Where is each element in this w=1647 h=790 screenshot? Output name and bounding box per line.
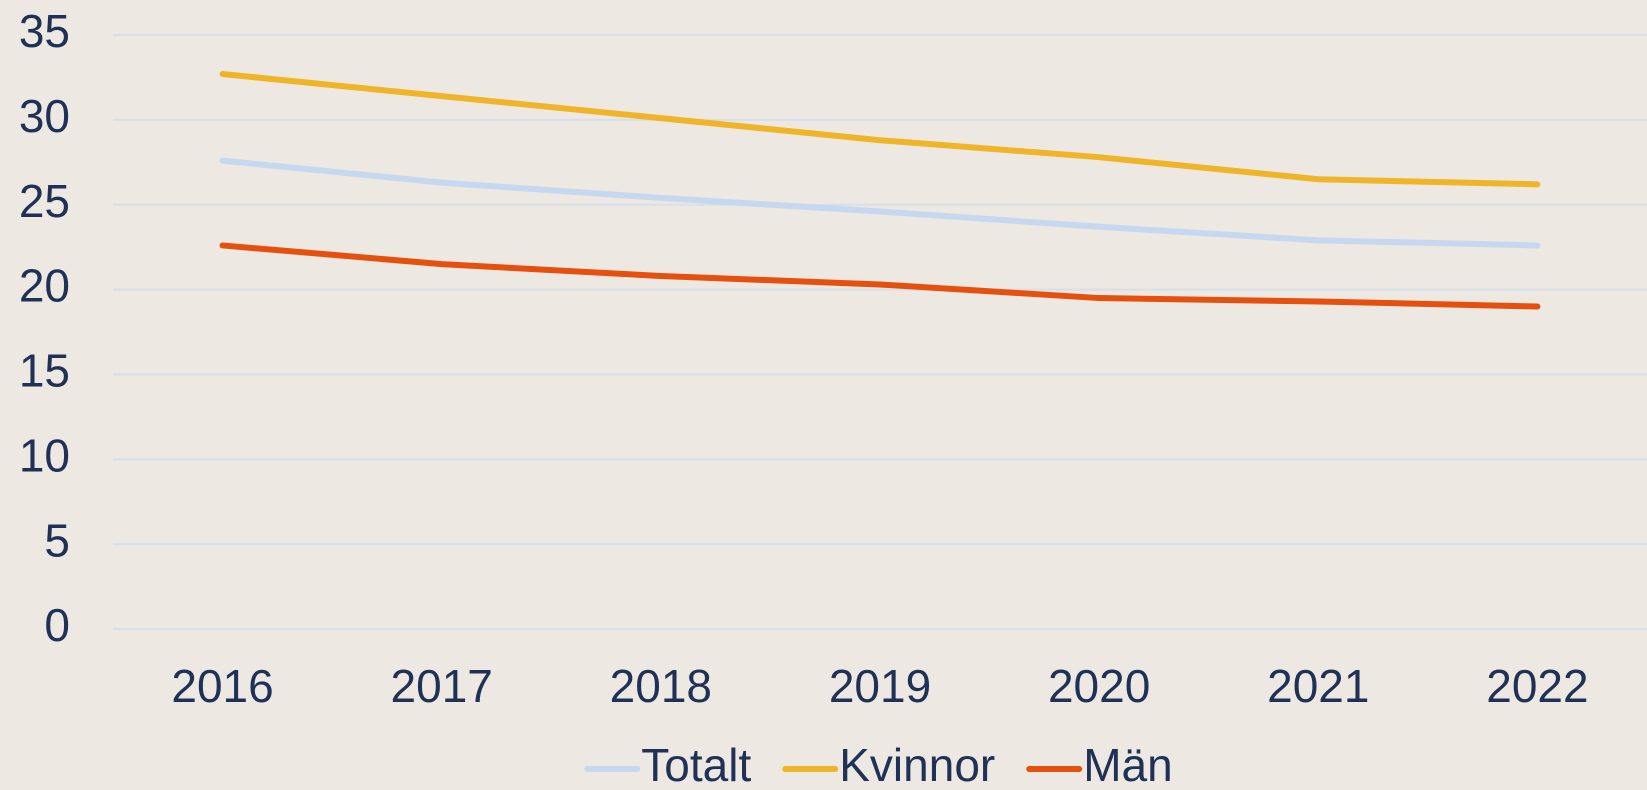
- y-tick-label: 0: [44, 599, 70, 651]
- legend-label: Totalt: [641, 739, 751, 790]
- line: [219, 157, 1541, 249]
- y-tick-label: 30: [19, 90, 70, 142]
- line: [219, 242, 1541, 310]
- y-tick-label: 10: [19, 429, 70, 481]
- y-tick-label: 35: [19, 5, 70, 57]
- y-tick-label: 20: [19, 260, 70, 312]
- y-tick-label: 25: [19, 175, 70, 227]
- legend-label: Kvinnor: [839, 739, 995, 790]
- x-tick-label: 2017: [391, 660, 493, 712]
- x-tick-label: 2022: [1486, 660, 1588, 712]
- legend-label: Män: [1083, 739, 1172, 790]
- line: [219, 71, 1541, 188]
- x-tick-label: 2018: [610, 660, 712, 712]
- y-tick-label: 15: [19, 345, 70, 397]
- x-tick-label: 2016: [171, 660, 273, 712]
- x-tick-label: 2021: [1267, 660, 1369, 712]
- x-tick-label: 2019: [829, 660, 931, 712]
- x-tick-label: 2020: [1048, 660, 1150, 712]
- y-tick-label: 5: [44, 514, 70, 566]
